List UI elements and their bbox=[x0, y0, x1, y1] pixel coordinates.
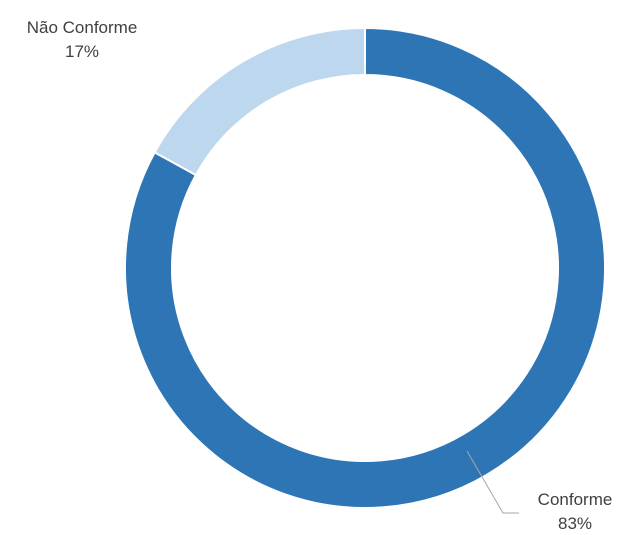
data-label-conforme: Conforme 83% bbox=[538, 490, 613, 533]
leader-lines bbox=[466, 450, 519, 514]
slice-percent-nao-conforme: 17% bbox=[65, 42, 99, 61]
donut-slices bbox=[124, 26, 606, 509]
slice-conforme bbox=[124, 26, 606, 509]
slice-percent-conforme: 83% bbox=[558, 514, 592, 533]
slice-n-o-conforme bbox=[153, 26, 366, 177]
data-label-nao-conforme: Não Conforme 17% bbox=[27, 18, 138, 61]
leader-line-conforme bbox=[466, 450, 519, 514]
slice-label-conforme: Conforme bbox=[538, 490, 613, 509]
slice-label-nao-conforme: Não Conforme bbox=[27, 18, 138, 37]
